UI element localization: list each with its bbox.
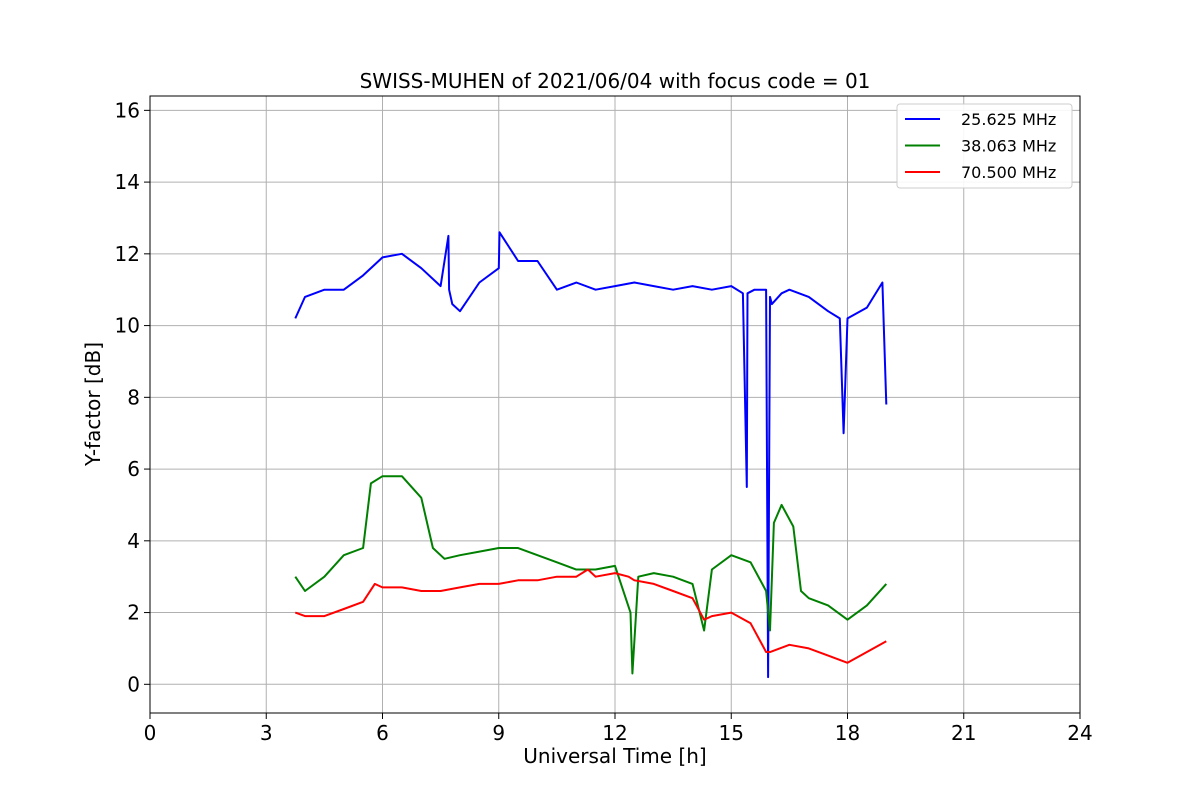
x-tick-label: 0 <box>144 721 157 745</box>
y-tick-label: 6 <box>127 457 140 481</box>
y-tick-label: 2 <box>127 601 140 625</box>
series-line-1 <box>294 475 888 675</box>
legend-box <box>896 103 1073 189</box>
series-line-0 <box>294 231 888 679</box>
legend-label-1: 38.063 MHz <box>961 137 1056 156</box>
legend: 25.625 MHz 38.063 MHz 70.500 MHz <box>896 103 1073 189</box>
y-tick-label: 14 <box>115 170 140 194</box>
y-tick-label: 4 <box>127 529 140 553</box>
y-tick-label: 8 <box>127 385 140 409</box>
x-axis-label: Universal Time [h] <box>523 744 706 768</box>
series-lines <box>294 231 888 679</box>
series-line-2 <box>294 568 887 664</box>
y-tick-label: 0 <box>127 672 140 696</box>
y-axis-label: Y-factor [dB] <box>81 342 105 467</box>
x-tick-label: 12 <box>602 721 627 745</box>
legend-label-0: 25.625 MHz <box>961 110 1056 129</box>
x-tick-label: 6 <box>376 721 389 745</box>
chart-title: SWISS-MUHEN of 2021/06/04 with focus cod… <box>360 69 871 93</box>
x-tick-label: 18 <box>835 721 860 745</box>
x-tick-label: 21 <box>951 721 976 745</box>
y-tick-label: 16 <box>115 98 140 122</box>
x-tick-label: 15 <box>719 721 744 745</box>
x-tick-label: 3 <box>260 721 273 745</box>
y-tick-label: 10 <box>115 314 140 338</box>
x-tick-label: 24 <box>1067 721 1092 745</box>
y-tick-label: 12 <box>115 242 140 266</box>
legend-label-2: 70.500 MHz <box>961 163 1056 182</box>
x-tick-label: 9 <box>492 721 505 745</box>
